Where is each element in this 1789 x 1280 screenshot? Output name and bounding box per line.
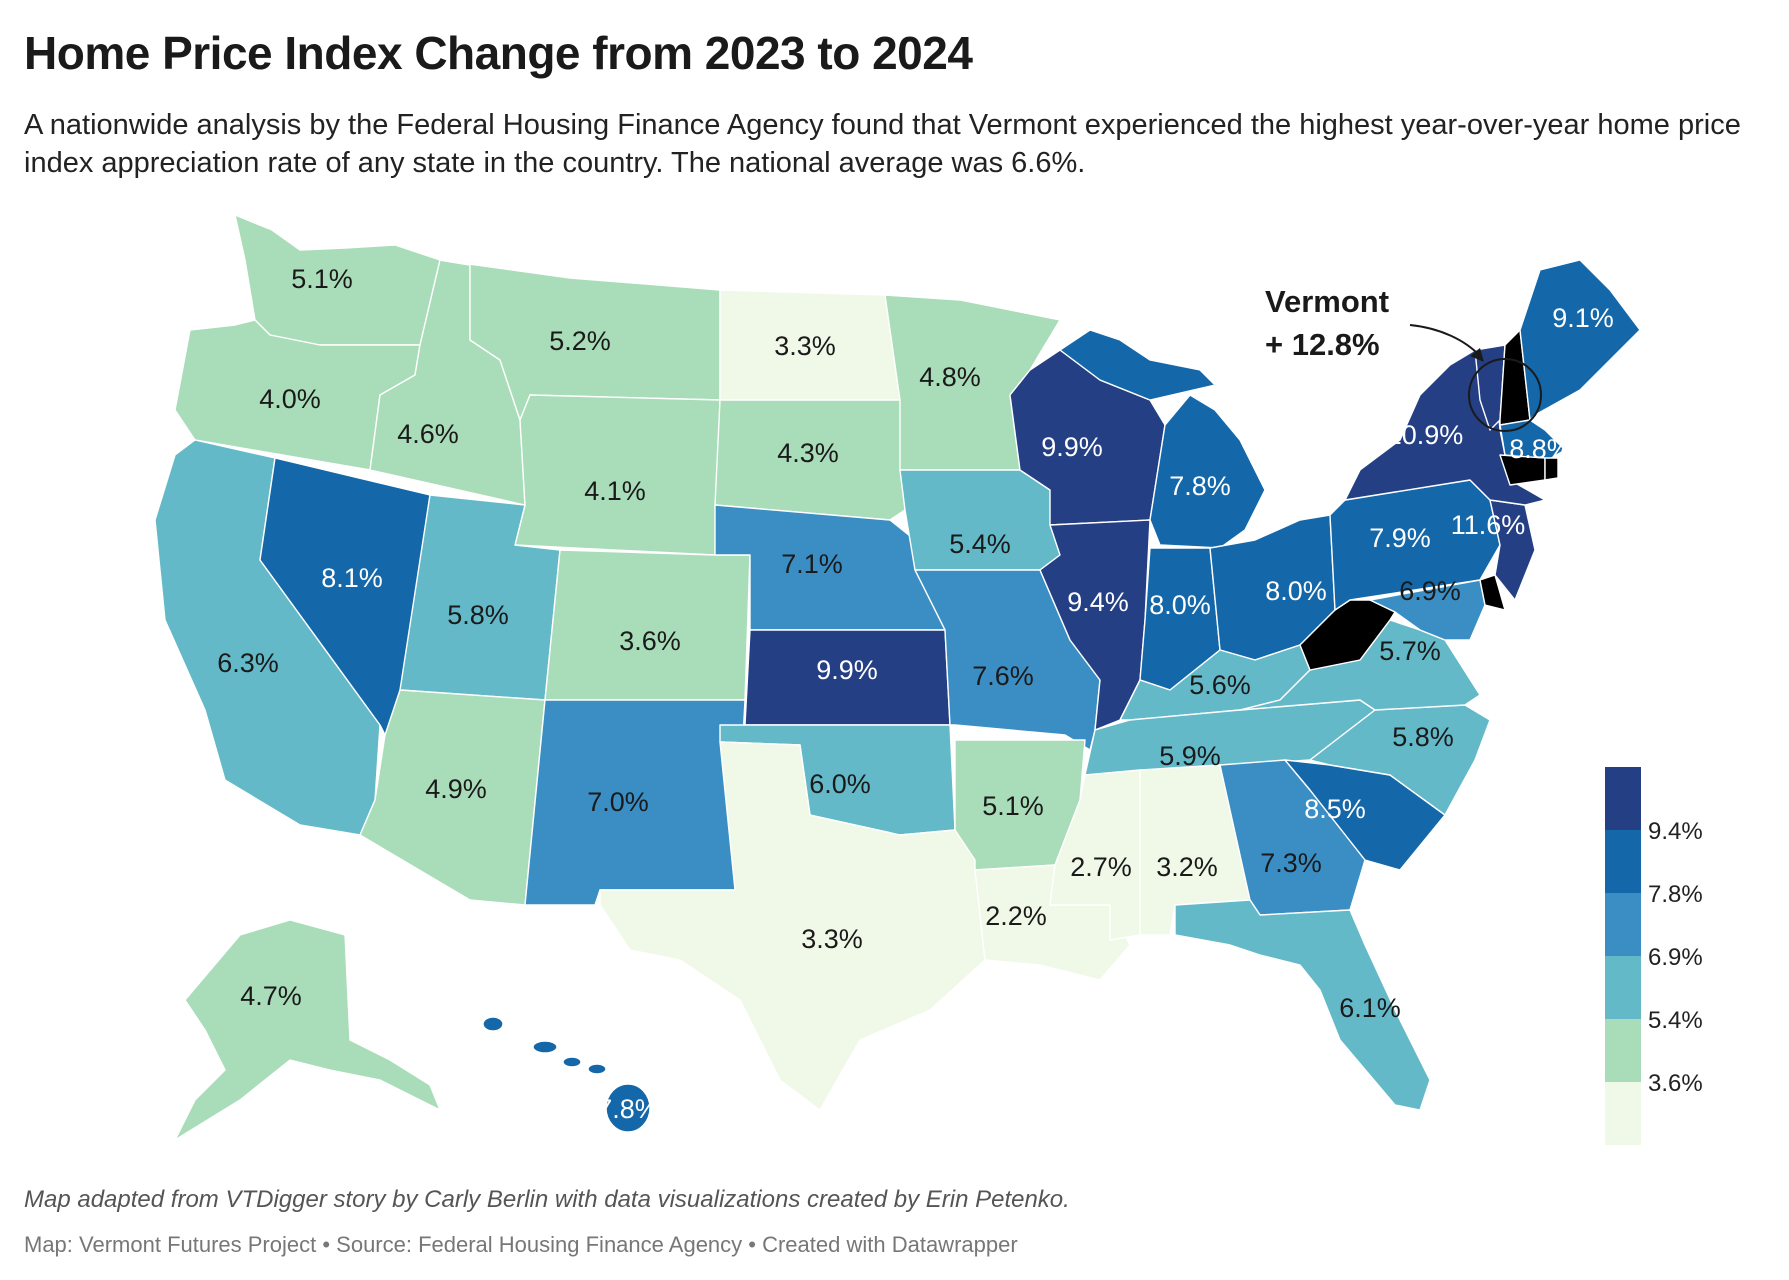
label-iowa: 5.4%	[949, 529, 1011, 559]
label-north-dakota: 3.3%	[774, 331, 836, 361]
annotation-name: Vermont	[1265, 284, 1389, 319]
label-florida: 6.1%	[1339, 993, 1401, 1023]
label-michigan: 7.8%	[1169, 471, 1231, 501]
label-kentucky: 5.6%	[1189, 670, 1251, 700]
label-montana: 5.2%	[549, 326, 611, 356]
map-note: Map adapted from VTDigger story by Carly…	[24, 1186, 1070, 1213]
state-south-dakota	[714, 399, 906, 521]
label-maryland: 6.9%	[1399, 576, 1461, 606]
state-wyoming	[514, 394, 721, 556]
label-kansas: 9.9%	[816, 655, 878, 685]
legend-label-1: 9.4%	[1648, 818, 1703, 845]
label-idaho: 4.6%	[397, 419, 459, 449]
legend-swatch-6	[1605, 767, 1641, 830]
state-michigan-up	[1059, 329, 1216, 401]
vermont-annotation: Vermont + 12.8%	[1265, 284, 1542, 432]
state-delaware	[1479, 574, 1506, 611]
label-pennsylvania: 7.9%	[1369, 523, 1431, 553]
chart-subtitle: A nationwide analysis by the Federal Hou…	[24, 109, 1741, 179]
map-credits: Map: Vermont Futures Project • Source: F…	[24, 1232, 1018, 1257]
label-missouri: 7.6%	[972, 661, 1034, 691]
label-washington: 5.1%	[291, 264, 353, 294]
label-utah: 5.8%	[447, 600, 509, 630]
label-wyoming: 4.1%	[584, 476, 646, 506]
label-virginia: 5.7%	[1379, 636, 1441, 666]
legend-label-3: 6.9%	[1648, 944, 1703, 971]
label-arizona: 4.9%	[425, 774, 487, 804]
label-mississippi: 2.7%	[1070, 852, 1132, 882]
annotation-value: + 12.8%	[1265, 327, 1380, 362]
label-oregon: 4.0%	[259, 384, 321, 414]
label-colorado: 3.6%	[619, 626, 681, 656]
state-michigan	[1149, 394, 1266, 549]
label-california: 6.3%	[217, 648, 279, 678]
label-tennessee: 5.9%	[1159, 741, 1221, 771]
legend-label-4: 5.4%	[1648, 1007, 1703, 1034]
state-florida	[1174, 899, 1431, 1111]
label-alaska: 4.7%	[240, 981, 302, 1011]
chart-title: Home Price Index Change from 2023 to 202…	[24, 27, 973, 79]
choropleth-map: 5.1% 5.2% 3.3% 4.8% 4.0% 4.6% 4.3% 4.1% …	[154, 214, 1703, 1145]
label-new-york: 10.9%	[1387, 420, 1464, 450]
label-georgia: 7.3%	[1260, 848, 1322, 878]
legend-label-5: 3.6%	[1648, 1070, 1703, 1097]
label-oklahoma: 6.0%	[809, 769, 871, 799]
label-maine: 9.1%	[1552, 303, 1614, 333]
label-new-jersey: 11.6%	[1451, 510, 1526, 540]
state-texas	[599, 741, 986, 1111]
label-massachusetts: 8.8%	[1509, 434, 1571, 464]
label-texas: 3.3%	[801, 924, 863, 954]
label-indiana: 8.0%	[1149, 590, 1211, 620]
label-nebraska: 7.1%	[781, 549, 843, 579]
label-nevada: 8.1%	[321, 563, 383, 593]
label-south-dakota: 4.3%	[777, 438, 839, 468]
label-illinois: 9.4%	[1067, 587, 1129, 617]
legend-swatch-2	[1605, 1019, 1641, 1082]
label-alabama: 3.2%	[1156, 852, 1218, 882]
color-legend: 9.4% 7.8% 6.9% 5.4% 3.6%	[1605, 767, 1703, 1145]
legend-swatch-5	[1605, 830, 1641, 893]
state-colorado	[544, 549, 751, 701]
annotation-arrowhead	[1470, 348, 1484, 362]
state-rhode-island	[1544, 457, 1559, 481]
legend-swatch-1	[1605, 1082, 1641, 1145]
label-wisconsin: 9.9%	[1041, 432, 1103, 462]
label-minnesota: 4.8%	[919, 362, 981, 392]
label-new-mexico: 7.0%	[587, 787, 649, 817]
label-louisiana: 2.2%	[985, 901, 1047, 931]
label-arkansas: 5.1%	[982, 791, 1044, 821]
annotation-arrow	[1409, 324, 1481, 357]
label-north-carolina: 5.8%	[1392, 722, 1454, 752]
label-ohio: 8.0%	[1265, 576, 1327, 606]
label-hawaii: 7.8%	[597, 1094, 659, 1124]
state-hawaii	[482, 1016, 651, 1133]
vermont-highlight-circle	[1468, 358, 1542, 432]
legend-label-2: 7.8%	[1648, 881, 1703, 908]
state-maine	[1519, 259, 1641, 421]
legend-swatch-4	[1605, 893, 1641, 956]
label-south-carolina: 8.5%	[1304, 794, 1366, 824]
legend-swatch-3	[1605, 956, 1641, 1019]
state-alaska	[174, 919, 441, 1141]
